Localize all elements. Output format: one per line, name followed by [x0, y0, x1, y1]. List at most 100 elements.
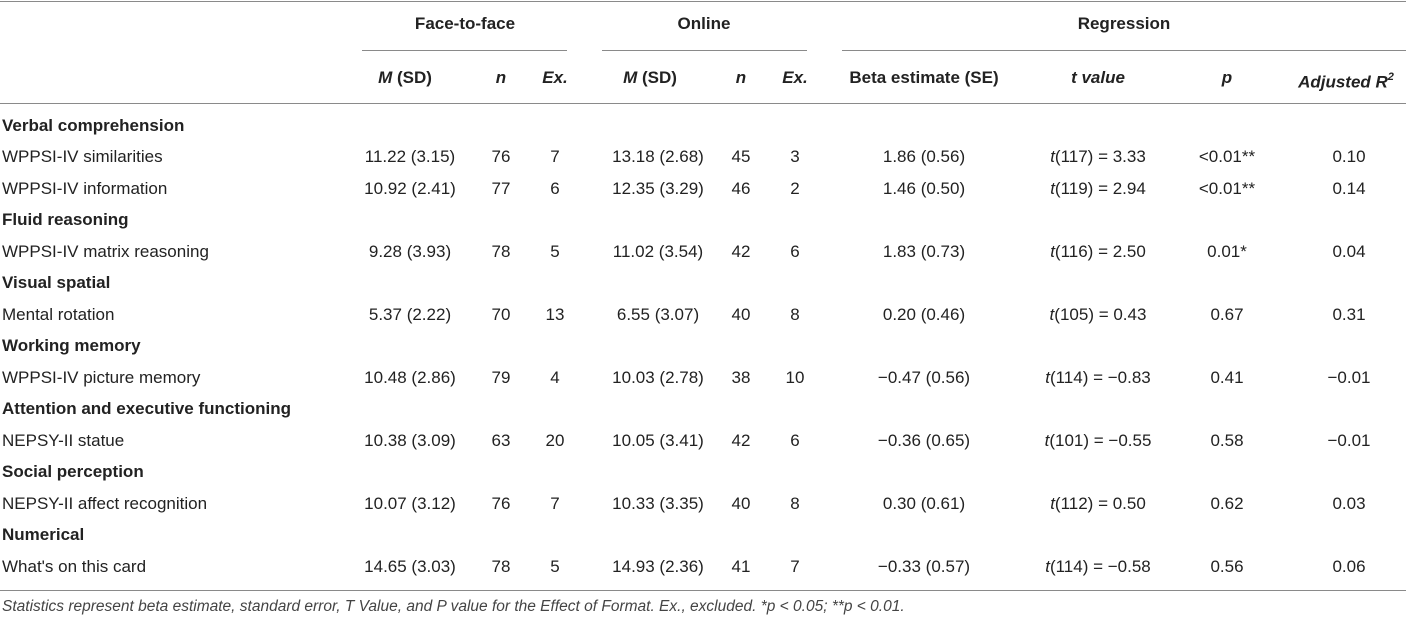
- category-row: Fluid reasoning: [2, 210, 129, 229]
- t-statistic: (114) = −0.58: [1049, 557, 1151, 576]
- cell-online-ex: 7: [790, 557, 800, 576]
- cell-adjusted-r2: 0.14: [1332, 179, 1366, 198]
- header-ftf-ex: Ex.: [542, 68, 568, 87]
- bottom-rule: [0, 590, 1406, 591]
- cell-ftf-msd: 10.48 (2.86): [364, 368, 456, 387]
- cell-adjusted-r2: 0.06: [1332, 557, 1366, 576]
- cell-online-ex: 10: [785, 368, 805, 387]
- t-statistic: (117) = 3.33: [1054, 147, 1146, 166]
- cell-p: 0.01*: [1207, 242, 1247, 261]
- cell-online-msd: 6.55 (3.07): [616, 305, 700, 324]
- cell-online-ex: 6: [790, 431, 800, 450]
- group-online: Online: [677, 14, 731, 33]
- category-row: Social perception: [2, 462, 144, 481]
- t-symbol: t: [1050, 147, 1055, 166]
- t-symbol: t: [1045, 557, 1050, 576]
- t-statistic: (112) = 0.50: [1054, 494, 1146, 513]
- cell-ftf-msd: 10.38 (3.09): [364, 431, 456, 450]
- t-symbol: t: [1050, 179, 1055, 198]
- cell-p: 0.41: [1210, 368, 1244, 387]
- cell-adjusted-r2: 0.03: [1332, 494, 1366, 513]
- cell-ftf-ex: 7: [550, 494, 560, 513]
- cell-p: 0.56: [1210, 557, 1244, 576]
- cell-measure: WPPSI-IV picture memory: [2, 368, 201, 387]
- cell-t-value: t(114) = −0.83: [1045, 368, 1151, 388]
- cell-ftf-msd: 5.37 (2.22): [368, 305, 452, 324]
- t-symbol: t: [1044, 431, 1050, 450]
- cell-ftf-msd: 14.65 (3.03): [364, 557, 456, 576]
- header-online-n: n: [735, 68, 747, 87]
- header-t-value: t value: [1071, 68, 1125, 87]
- t-statistic: (116) = 2.50: [1054, 242, 1146, 261]
- cell-t-value: t(117) = 3.33: [1050, 147, 1146, 167]
- cell-adjusted-r2: −0.01: [1327, 368, 1371, 387]
- cell-beta: 1.83 (0.73): [882, 242, 966, 261]
- group-regression: Regression: [1077, 14, 1171, 33]
- cell-measure: WPPSI-IV similarities: [2, 147, 163, 166]
- table-footnote: Statistics represent beta estimate, stan…: [2, 598, 905, 615]
- cell-t-value: t(119) = 2.94: [1050, 179, 1146, 199]
- category-row: Attention and executive functioning: [2, 399, 292, 418]
- cell-t-value: t(101) = −0.55: [1045, 431, 1152, 451]
- t-symbol: t: [1050, 494, 1055, 513]
- category-row: Working memory: [2, 336, 141, 355]
- group-rule-online: [602, 50, 807, 51]
- header-rule: [0, 103, 1406, 104]
- t-symbol: t: [1050, 242, 1055, 261]
- cell-t-value: t(112) = 0.50: [1050, 494, 1146, 514]
- cell-online-n: 45: [731, 147, 751, 166]
- header-ftf-msd: M (SD): [378, 68, 432, 87]
- cell-ftf-ex: 13: [545, 305, 565, 324]
- cell-online-msd: 10.33 (3.35): [612, 494, 704, 513]
- cell-beta: −0.33 (0.57): [877, 557, 971, 576]
- cell-measure: What's on this card: [2, 557, 147, 576]
- cell-online-n: 42: [731, 431, 751, 450]
- cell-online-ex: 8: [790, 494, 800, 513]
- cell-online-ex: 8: [790, 305, 800, 324]
- cell-ftf-ex: 7: [550, 147, 560, 166]
- cell-ftf-ex: 20: [545, 431, 565, 450]
- cell-ftf-n: 78: [491, 557, 511, 576]
- cell-beta: −0.36 (0.65): [877, 431, 971, 450]
- group-face-to-face: Face-to-face: [414, 14, 516, 33]
- cell-online-msd: 10.05 (3.41): [612, 431, 704, 450]
- cell-measure: Mental rotation: [2, 305, 115, 324]
- cell-ftf-ex: 5: [550, 557, 560, 576]
- t-statistic: (101) = −0.55: [1049, 431, 1152, 450]
- cell-beta: 0.20 (0.46): [882, 305, 966, 324]
- cell-ftf-n: 77: [491, 179, 511, 198]
- cell-measure: WPPSI-IV matrix reasoning: [2, 242, 209, 261]
- cell-beta: −0.47 (0.56): [877, 368, 971, 387]
- cell-adjusted-r2: 0.31: [1332, 305, 1366, 324]
- cell-p: <0.01**: [1198, 179, 1256, 198]
- cell-online-n: 46: [731, 179, 751, 198]
- cell-ftf-n: 76: [491, 494, 511, 513]
- cell-online-n: 38: [731, 368, 751, 387]
- cell-p: 0.62: [1210, 494, 1244, 513]
- cell-ftf-msd: 10.07 (3.12): [364, 494, 456, 513]
- header-beta: Beta estimate (SE): [849, 68, 999, 87]
- t-statistic: (105) = 0.43: [1054, 305, 1147, 324]
- cell-ftf-n: 70: [491, 305, 511, 324]
- cell-adjusted-r2: 0.04: [1332, 242, 1366, 261]
- cell-ftf-n: 79: [491, 368, 511, 387]
- cell-t-value: t(116) = 2.50: [1050, 242, 1146, 262]
- cell-online-n: 40: [731, 305, 751, 324]
- cell-online-msd: 13.18 (2.68): [612, 147, 704, 166]
- cell-t-value: t(105) = 0.43: [1050, 305, 1147, 325]
- cell-ftf-n: 63: [491, 431, 511, 450]
- t-statistic: (114) = −0.83: [1049, 368, 1151, 387]
- cell-adjusted-r2: −0.01: [1327, 431, 1371, 450]
- cell-p: 0.67: [1210, 305, 1244, 324]
- top-rule: [0, 1, 1406, 2]
- cell-ftf-ex: 6: [550, 179, 560, 198]
- cell-ftf-n: 76: [491, 147, 511, 166]
- cell-ftf-msd: 10.92 (2.41): [364, 179, 456, 198]
- header-online-ex: Ex.: [782, 68, 808, 87]
- cell-measure: NEPSY-II affect recognition: [2, 494, 208, 513]
- cell-measure: WPPSI-IV information: [2, 179, 168, 198]
- category-row: Visual spatial: [2, 273, 111, 292]
- cell-beta: 1.86 (0.56): [882, 147, 966, 166]
- cell-ftf-n: 78: [491, 242, 511, 261]
- cell-measure: NEPSY-II statue: [2, 431, 125, 450]
